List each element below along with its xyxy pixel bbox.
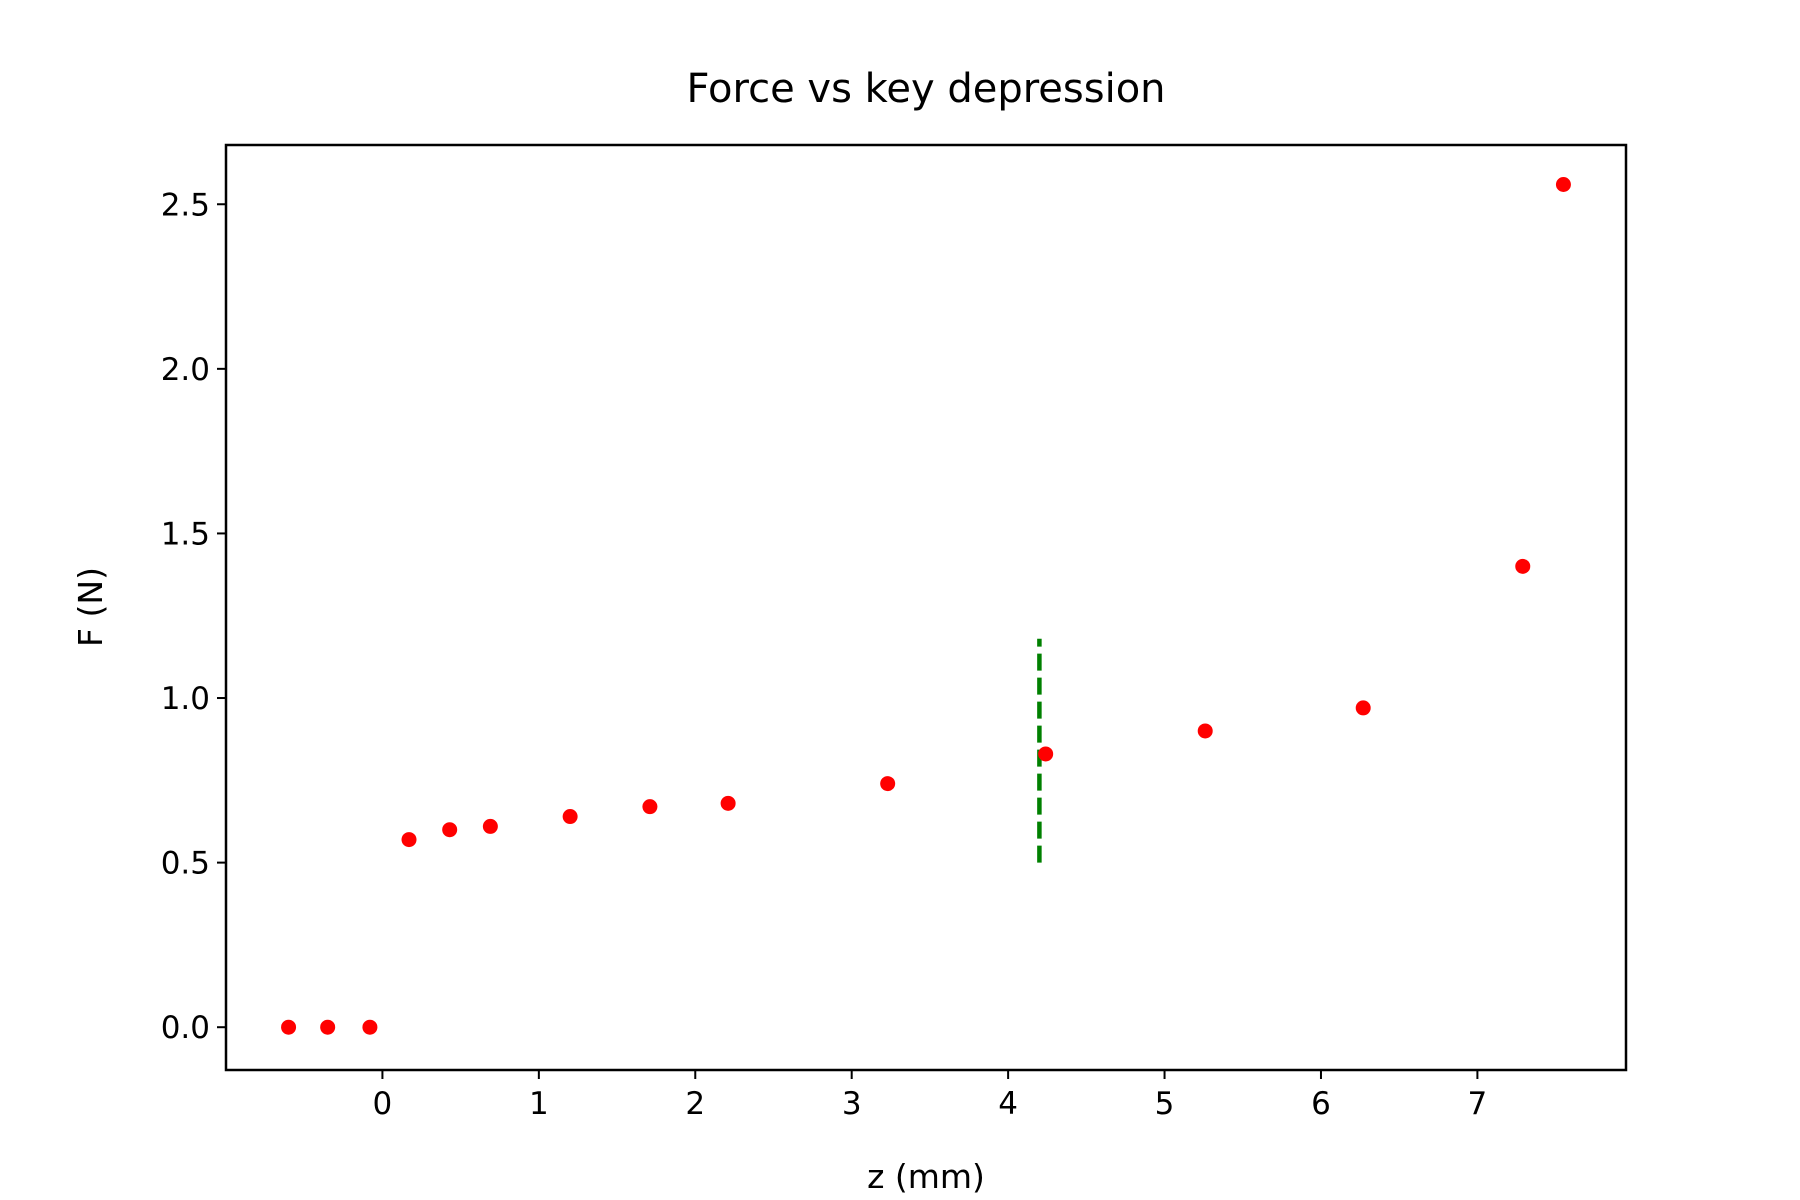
data-point [320, 1019, 336, 1035]
data-point [401, 832, 417, 848]
data-point [482, 818, 498, 834]
plot-frame [224, 143, 1628, 1072]
y-axis-label: F (N) [71, 567, 110, 647]
y-tick-label: 0.5 [161, 846, 210, 882]
data-point [442, 822, 458, 838]
data-point [1038, 746, 1054, 762]
x-tick-label: 2 [685, 1086, 705, 1122]
data-point [1355, 700, 1371, 716]
x-axis-label: z (mm) [867, 1157, 985, 1196]
y-tick-label: 1.0 [161, 681, 210, 717]
x-tick-label: 5 [1155, 1086, 1175, 1122]
data-point [720, 795, 736, 811]
x-tick-label: 1 [529, 1086, 549, 1122]
x-tick-label: 6 [1311, 1086, 1331, 1122]
data-point [1515, 558, 1531, 574]
plot-area: 0 1 2 3 4 5 6 7 0.0 0.5 1.0 1.5 2.0 2.5 [161, 177, 1571, 1122]
y-tick-label: 2.5 [161, 187, 210, 223]
data-point [562, 809, 578, 825]
x-tick-label: 0 [373, 1086, 393, 1122]
data-point [362, 1019, 378, 1035]
y-tick-label: 1.5 [161, 516, 210, 552]
chart-title: Force vs key depression [686, 66, 1165, 112]
data-point [880, 776, 896, 792]
x-tick-label: 4 [998, 1086, 1018, 1122]
y-tick-label: 2.0 [161, 352, 210, 388]
y-tick-label: 0.0 [161, 1010, 210, 1046]
data-point [1197, 723, 1213, 739]
data-point [642, 799, 658, 815]
x-tick-label: 3 [842, 1086, 862, 1122]
data-point [1555, 177, 1571, 193]
data-point [281, 1019, 297, 1035]
x-tick-label: 7 [1468, 1086, 1488, 1122]
